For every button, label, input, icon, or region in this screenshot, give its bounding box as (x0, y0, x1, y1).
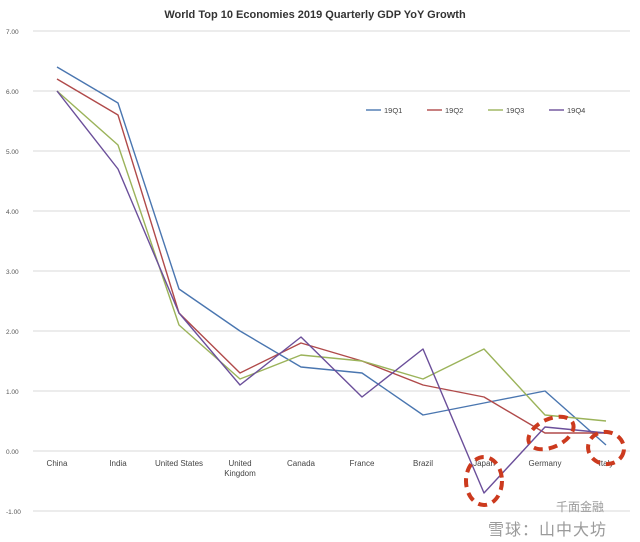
x-tick-label: France (350, 459, 375, 468)
highlight-annotations (464, 414, 626, 507)
y-tick-label: 5.00 (6, 149, 19, 156)
y-tick-label: 4.00 (6, 209, 19, 216)
x-tick-label: Canada (287, 459, 316, 468)
y-tick-label: 7.00 (6, 29, 19, 36)
series-line-19Q2 (56, 78, 606, 434)
y-tick-label: 6.00 (6, 89, 19, 96)
watermark-line1: 千面金融 (556, 500, 605, 514)
series-line-19Q3 (56, 90, 607, 422)
series-line-19Q4 (56, 90, 607, 494)
series-lines (56, 66, 607, 494)
series-line-19Q1 (56, 66, 607, 446)
x-tick-label: China (47, 459, 68, 468)
y-tick-label: 0.00 (6, 449, 19, 456)
y-tick-label: 3.00 (6, 269, 19, 276)
y-tick-label: 2.00 (6, 329, 19, 336)
legend: 19Q1 19Q2 19Q3 19Q4 (366, 106, 585, 115)
gridlines (33, 30, 630, 512)
highlight-ellipse (586, 429, 626, 467)
y-axis: 7.00 6.00 5.00 4.00 3.00 2.00 1.00 0.00 -1.00 (6, 29, 21, 516)
x-tick-label: Germany (529, 459, 562, 468)
x-tick-label: United Kingdom (224, 459, 256, 478)
x-tick-label: United States (155, 459, 203, 468)
chart-title: World Top 10 Economies 2019 Quarterly GD… (164, 9, 466, 21)
legend-label: 19Q2 (445, 106, 463, 115)
x-tick-label: India (109, 459, 127, 468)
legend-label: 19Q1 (384, 106, 402, 115)
watermark-line2: 雪球：山中大坊 (488, 520, 608, 539)
y-tick-label: 1.00 (6, 389, 19, 396)
legend-label: 19Q4 (567, 106, 585, 115)
y-tick-label: -1.00 (6, 509, 21, 516)
highlight-ellipse (464, 455, 504, 507)
x-tick-label: Brazil (413, 459, 433, 468)
highlight-ellipse (526, 414, 576, 452)
legend-label: 19Q3 (506, 106, 524, 115)
x-axis: China India United States United Kingdom Cana… (47, 459, 614, 478)
x-tick-label: Japan (473, 459, 495, 468)
